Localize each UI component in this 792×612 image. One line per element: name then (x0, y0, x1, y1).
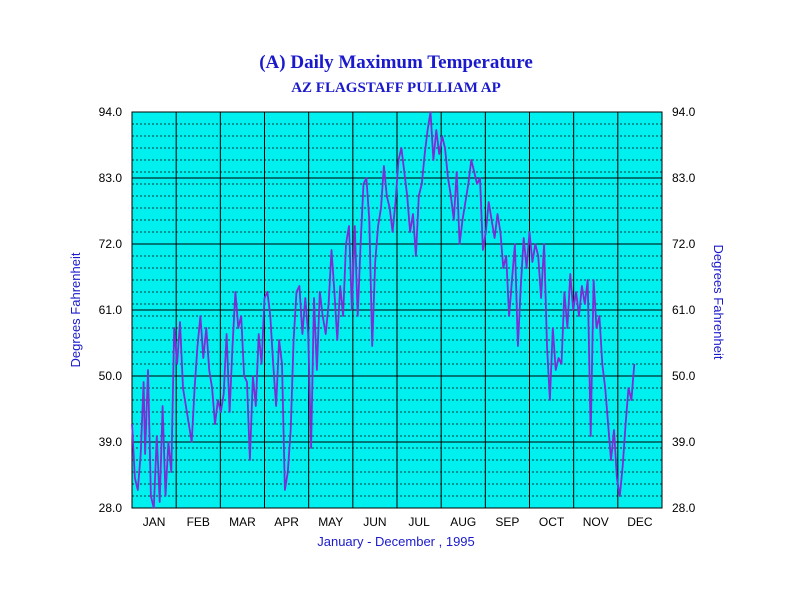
x-axis-label: January - December , 1995 (317, 534, 475, 549)
y-tick-label: 39.0 (99, 435, 123, 449)
y-tick-label: 61.0 (99, 303, 123, 317)
y-axis-label-right: Degrees Fahrenheit (711, 245, 726, 360)
chart-subtitle: AZ FLAGSTAFF PULLIAM AP (291, 80, 501, 96)
x-tick-label: JUN (363, 515, 386, 529)
x-tick-label: FEB (187, 515, 210, 529)
x-axis: JAN FEB MAR APR MAY JUN JUL AUG SEP OCT NOV DEC (143, 515, 653, 529)
series-line (131, 111, 636, 509)
y-tick-label-right: 94.0 (672, 105, 696, 119)
y-tick-label-right: 61.0 (672, 303, 696, 317)
x-tick-label: AUG (450, 515, 476, 529)
month-gridlines (175, 112, 619, 508)
chart-title: (A) Daily Maximum Temperature (259, 52, 533, 73)
y-tick-label-right: 50.0 (672, 369, 696, 383)
y-tick-label-right: 72.0 (672, 237, 696, 251)
x-tick-label: OCT (539, 515, 565, 529)
y-axis-label-left: Degrees Fahrenheit (68, 252, 83, 367)
x-tick-label: MAR (229, 515, 256, 529)
y-tick-label-right: 83.0 (672, 171, 696, 185)
y-tick-label: 83.0 (99, 171, 123, 185)
x-tick-label: MAY (318, 515, 343, 529)
y-tick-label: 28.0 (99, 501, 123, 515)
y-tick-label: 72.0 (99, 237, 123, 251)
x-tick-label: JUL (408, 515, 430, 529)
y-tick-label-right: 28.0 (672, 501, 696, 515)
y-axis-right: 28.0 39.0 50.0 61.0 72.0 83.0 94.0 (672, 105, 696, 515)
x-tick-label: NOV (583, 515, 609, 529)
y-tick-label: 50.0 (99, 369, 123, 383)
y-tick-label-right: 39.0 (672, 435, 696, 449)
y-axis-left: 28.0 39.0 50.0 61.0 72.0 83.0 94.0 (99, 105, 123, 515)
x-tick-label: APR (274, 515, 299, 529)
y-tick-label: 94.0 (99, 105, 123, 119)
x-tick-label: DEC (627, 515, 653, 529)
x-tick-label: SEP (495, 515, 519, 529)
x-tick-label: JAN (143, 515, 166, 529)
